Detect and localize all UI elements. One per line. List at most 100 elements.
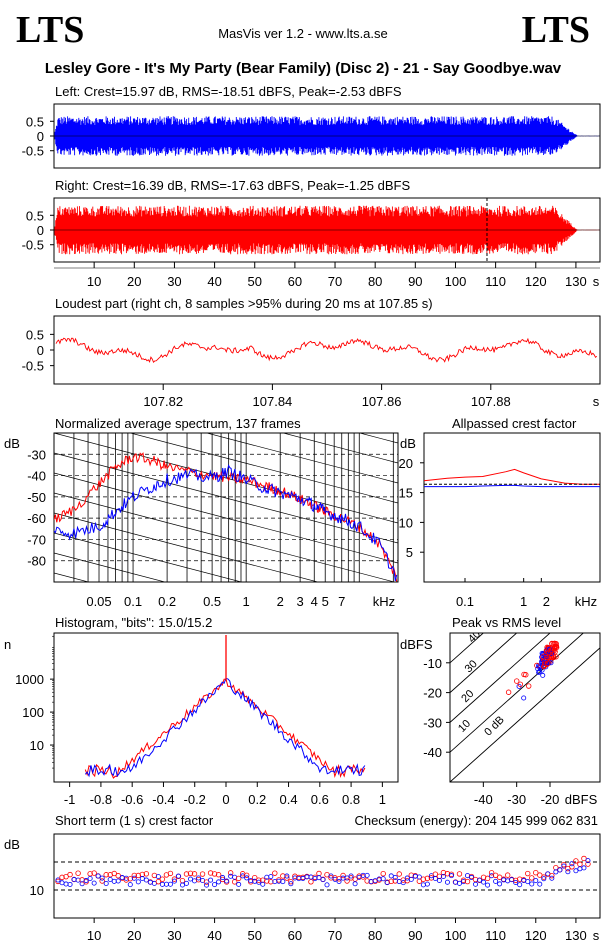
peakrms-point-right [534, 662, 540, 669]
spectrum-slope-line [129, 433, 398, 504]
shortcrest-xtick-label: 90 [408, 928, 422, 943]
shortcrest-point-right [179, 877, 186, 884]
shortcrest-point-left [452, 879, 458, 885]
right-wave-ytick-label: -0.5 [22, 238, 44, 253]
time-axis-label: 120 [525, 274, 547, 289]
shortcrest-point-left [216, 879, 222, 885]
shortcrest-point-left [244, 875, 250, 881]
peakrms-ytick-label: -10 [423, 656, 442, 671]
shortcrest-point-left [400, 880, 406, 886]
shortcrest-point-left [444, 879, 450, 885]
spectrum-xtick-label: 7 [338, 594, 345, 609]
allpass-ytick-label: 5 [406, 545, 413, 560]
app-title: MasVis ver 1.2 - www.lts.a.se [218, 26, 388, 41]
spectrum-slope-line [54, 333, 398, 423]
shortcrest-point-right [159, 876, 166, 882]
shortcrest-point-left [537, 881, 543, 887]
shortcrest-point-left [67, 881, 73, 887]
shortcrest-point-right [256, 877, 262, 883]
time-axis-label: 80 [368, 274, 382, 289]
histogram-ytick-label: 100 [22, 705, 44, 720]
peakrms-diagonal [450, 647, 600, 782]
shortcrest-point-right [585, 861, 591, 867]
shortcrest-point-left [485, 882, 491, 888]
loudest-ytick-label: 0 [37, 343, 44, 358]
shortcrest-xtick-label: 110 [485, 928, 506, 943]
time-axis-label: 30 [167, 274, 181, 289]
time-axis-label: 60 [288, 274, 302, 289]
shortcrest-point-right [203, 879, 210, 885]
shortcrest-point-right [207, 870, 214, 876]
shortcrest-point-right [67, 871, 73, 878]
peakrms-point-right [514, 678, 520, 684]
shortcrest-point-left [179, 882, 185, 888]
time-axis-label: 70 [328, 274, 342, 289]
shortcrest-point-left [380, 876, 386, 882]
shortcrest-point-left [392, 874, 398, 880]
histogram-series-left [84, 677, 366, 778]
shortcrest-point-left [220, 875, 226, 881]
shortcrest-point-left [135, 879, 141, 885]
shortcrest-point-left [420, 882, 426, 888]
shortcrest-point-right [525, 870, 531, 877]
histogram-xtick-label: -1 [64, 792, 76, 807]
shortcrest-point-left [473, 881, 479, 887]
right-wave-ytick-label: 0.5 [26, 208, 44, 223]
shortcrest-point-left [553, 869, 559, 875]
peakrms-frame [449, 632, 601, 783]
shortcrest-point-right [199, 871, 206, 877]
spectrum-ytick-label: -40 [27, 469, 46, 484]
shortcrest-point-left [59, 880, 65, 886]
spectrum-slope-line [54, 452, 398, 544]
shortcrest-point-left [163, 881, 169, 887]
spectrum-slope-line [54, 532, 243, 582]
spectrum-slope-line [205, 433, 398, 484]
shortcrest-point-right [541, 874, 547, 880]
spectrum-series-right [54, 452, 398, 582]
shortcrest-point-left [573, 868, 579, 874]
allpass-xtick-label: 2 [543, 594, 550, 609]
shortcrest-point-right [187, 870, 194, 876]
peakrms-point-right [546, 649, 552, 656]
shortcrest-point-right [155, 878, 162, 885]
shortcrest-point-left [187, 876, 193, 882]
peakrms-diagonal [450, 633, 551, 724]
peakrms-diagonal-label: 30 [463, 658, 480, 675]
spectrum-xtick-label: 0.1 [124, 594, 142, 609]
shortcrest-point-left [440, 873, 446, 879]
peakrms-diagonal-label: 10 [456, 718, 473, 735]
peakrms-xtick-label: -20 [541, 792, 560, 807]
shortcrest-point-left [529, 881, 535, 887]
peakrms-ytick-label: -40 [423, 745, 442, 760]
spectrum-ytick-label: -50 [27, 490, 46, 505]
loudest-xtick-label: 107.84 [253, 394, 293, 409]
histogram-xtick-label: 0.8 [342, 792, 360, 807]
spectrum-xtick-label: 2 [277, 594, 284, 609]
shortcrest-title: Short term (1 s) crest factor [55, 813, 214, 828]
loudest-ytick-label: 0.5 [26, 327, 44, 342]
shortcrest-point-left [348, 873, 354, 879]
shortcrest-point-right [215, 872, 222, 878]
shortcrest-xtick-label: 30 [167, 928, 181, 943]
shortcrest-point-left [83, 878, 89, 884]
peakrms-point-right [551, 647, 558, 653]
shortcrest-point-right [99, 878, 105, 884]
allpass-series-left [424, 484, 600, 488]
spectrum-slope-line [54, 512, 320, 582]
peakrms-point-right [540, 663, 547, 670]
shortcrest-point-left [143, 877, 149, 883]
shortcrest-point-right [244, 872, 250, 878]
allpass-ytick-label: 10 [399, 515, 413, 530]
time-axis-label: 10 [87, 274, 101, 289]
shortcrest-point-left [99, 875, 105, 881]
shortcrest-point-left [324, 882, 330, 888]
shortcrest-point-left [107, 877, 113, 883]
checksum-text: Checksum (energy): 204 145 999 062 831 [354, 813, 598, 828]
shortcrest-point-right [533, 870, 539, 876]
spectrum-xtick-label: 5 [322, 594, 329, 609]
shortcrest-point-right [420, 876, 427, 882]
peakrms-point-right [521, 671, 527, 678]
file-title: Lesley Gore - It's My Party (Bear Family… [44, 60, 562, 77]
time-axis-label: 40 [207, 274, 221, 289]
